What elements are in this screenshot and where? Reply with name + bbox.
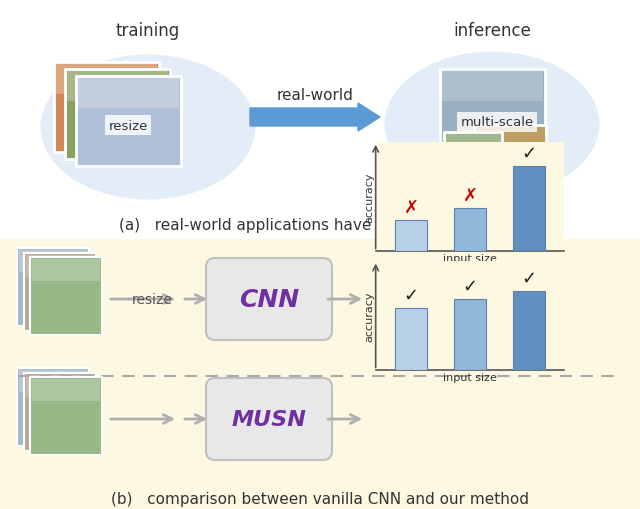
Text: training: training xyxy=(116,22,180,40)
Bar xyxy=(454,300,486,371)
FancyBboxPatch shape xyxy=(76,77,180,166)
FancyBboxPatch shape xyxy=(54,63,159,153)
FancyBboxPatch shape xyxy=(24,373,96,451)
Bar xyxy=(513,291,545,371)
FancyBboxPatch shape xyxy=(206,378,332,460)
Text: ✓: ✓ xyxy=(522,145,537,162)
Text: resize: resize xyxy=(108,119,148,132)
Bar xyxy=(77,79,179,109)
Text: (b)   comparison between vanilla CNN and our method: (b) comparison between vanilla CNN and o… xyxy=(111,492,529,506)
FancyBboxPatch shape xyxy=(17,369,89,446)
Text: ✗: ✗ xyxy=(403,199,419,216)
Bar xyxy=(26,375,94,397)
Text: MUSN: MUSN xyxy=(232,409,307,429)
X-axis label: input size: input size xyxy=(443,253,497,263)
Bar xyxy=(0,240,640,509)
Bar xyxy=(395,221,428,252)
Bar xyxy=(19,370,87,392)
FancyBboxPatch shape xyxy=(65,70,170,160)
Text: ✓: ✓ xyxy=(522,269,537,287)
Text: multi-scale: multi-scale xyxy=(460,116,534,129)
FancyBboxPatch shape xyxy=(30,258,102,335)
Text: ✓: ✓ xyxy=(463,277,477,296)
X-axis label: input size: input size xyxy=(443,372,497,382)
Bar xyxy=(442,72,543,102)
Bar xyxy=(513,166,545,252)
FancyBboxPatch shape xyxy=(474,126,546,184)
Bar xyxy=(56,65,157,95)
Bar xyxy=(395,308,428,371)
Text: (a)   real-world applications have multi-scale images: (a) real-world applications have multi-s… xyxy=(119,218,521,233)
FancyBboxPatch shape xyxy=(30,377,102,455)
FancyBboxPatch shape xyxy=(440,70,545,158)
Ellipse shape xyxy=(385,52,600,197)
Text: ✗: ✗ xyxy=(463,186,477,204)
Text: resize: resize xyxy=(132,293,172,306)
Bar xyxy=(32,260,100,281)
Ellipse shape xyxy=(40,55,255,200)
FancyBboxPatch shape xyxy=(17,248,89,326)
Bar xyxy=(19,250,87,272)
FancyBboxPatch shape xyxy=(444,133,502,178)
Bar xyxy=(26,256,94,277)
Bar xyxy=(454,208,486,252)
Bar xyxy=(32,379,100,401)
Y-axis label: accuracy: accuracy xyxy=(364,291,374,341)
FancyBboxPatch shape xyxy=(24,253,96,331)
Text: inference: inference xyxy=(453,22,531,40)
Bar xyxy=(67,72,168,102)
Bar xyxy=(0,0,640,240)
FancyArrow shape xyxy=(250,104,380,132)
Y-axis label: accuracy: accuracy xyxy=(364,172,374,222)
FancyBboxPatch shape xyxy=(206,259,332,341)
Text: real-world: real-world xyxy=(276,88,353,103)
Text: ✓: ✓ xyxy=(403,286,419,304)
Text: CNN: CNN xyxy=(239,288,299,312)
